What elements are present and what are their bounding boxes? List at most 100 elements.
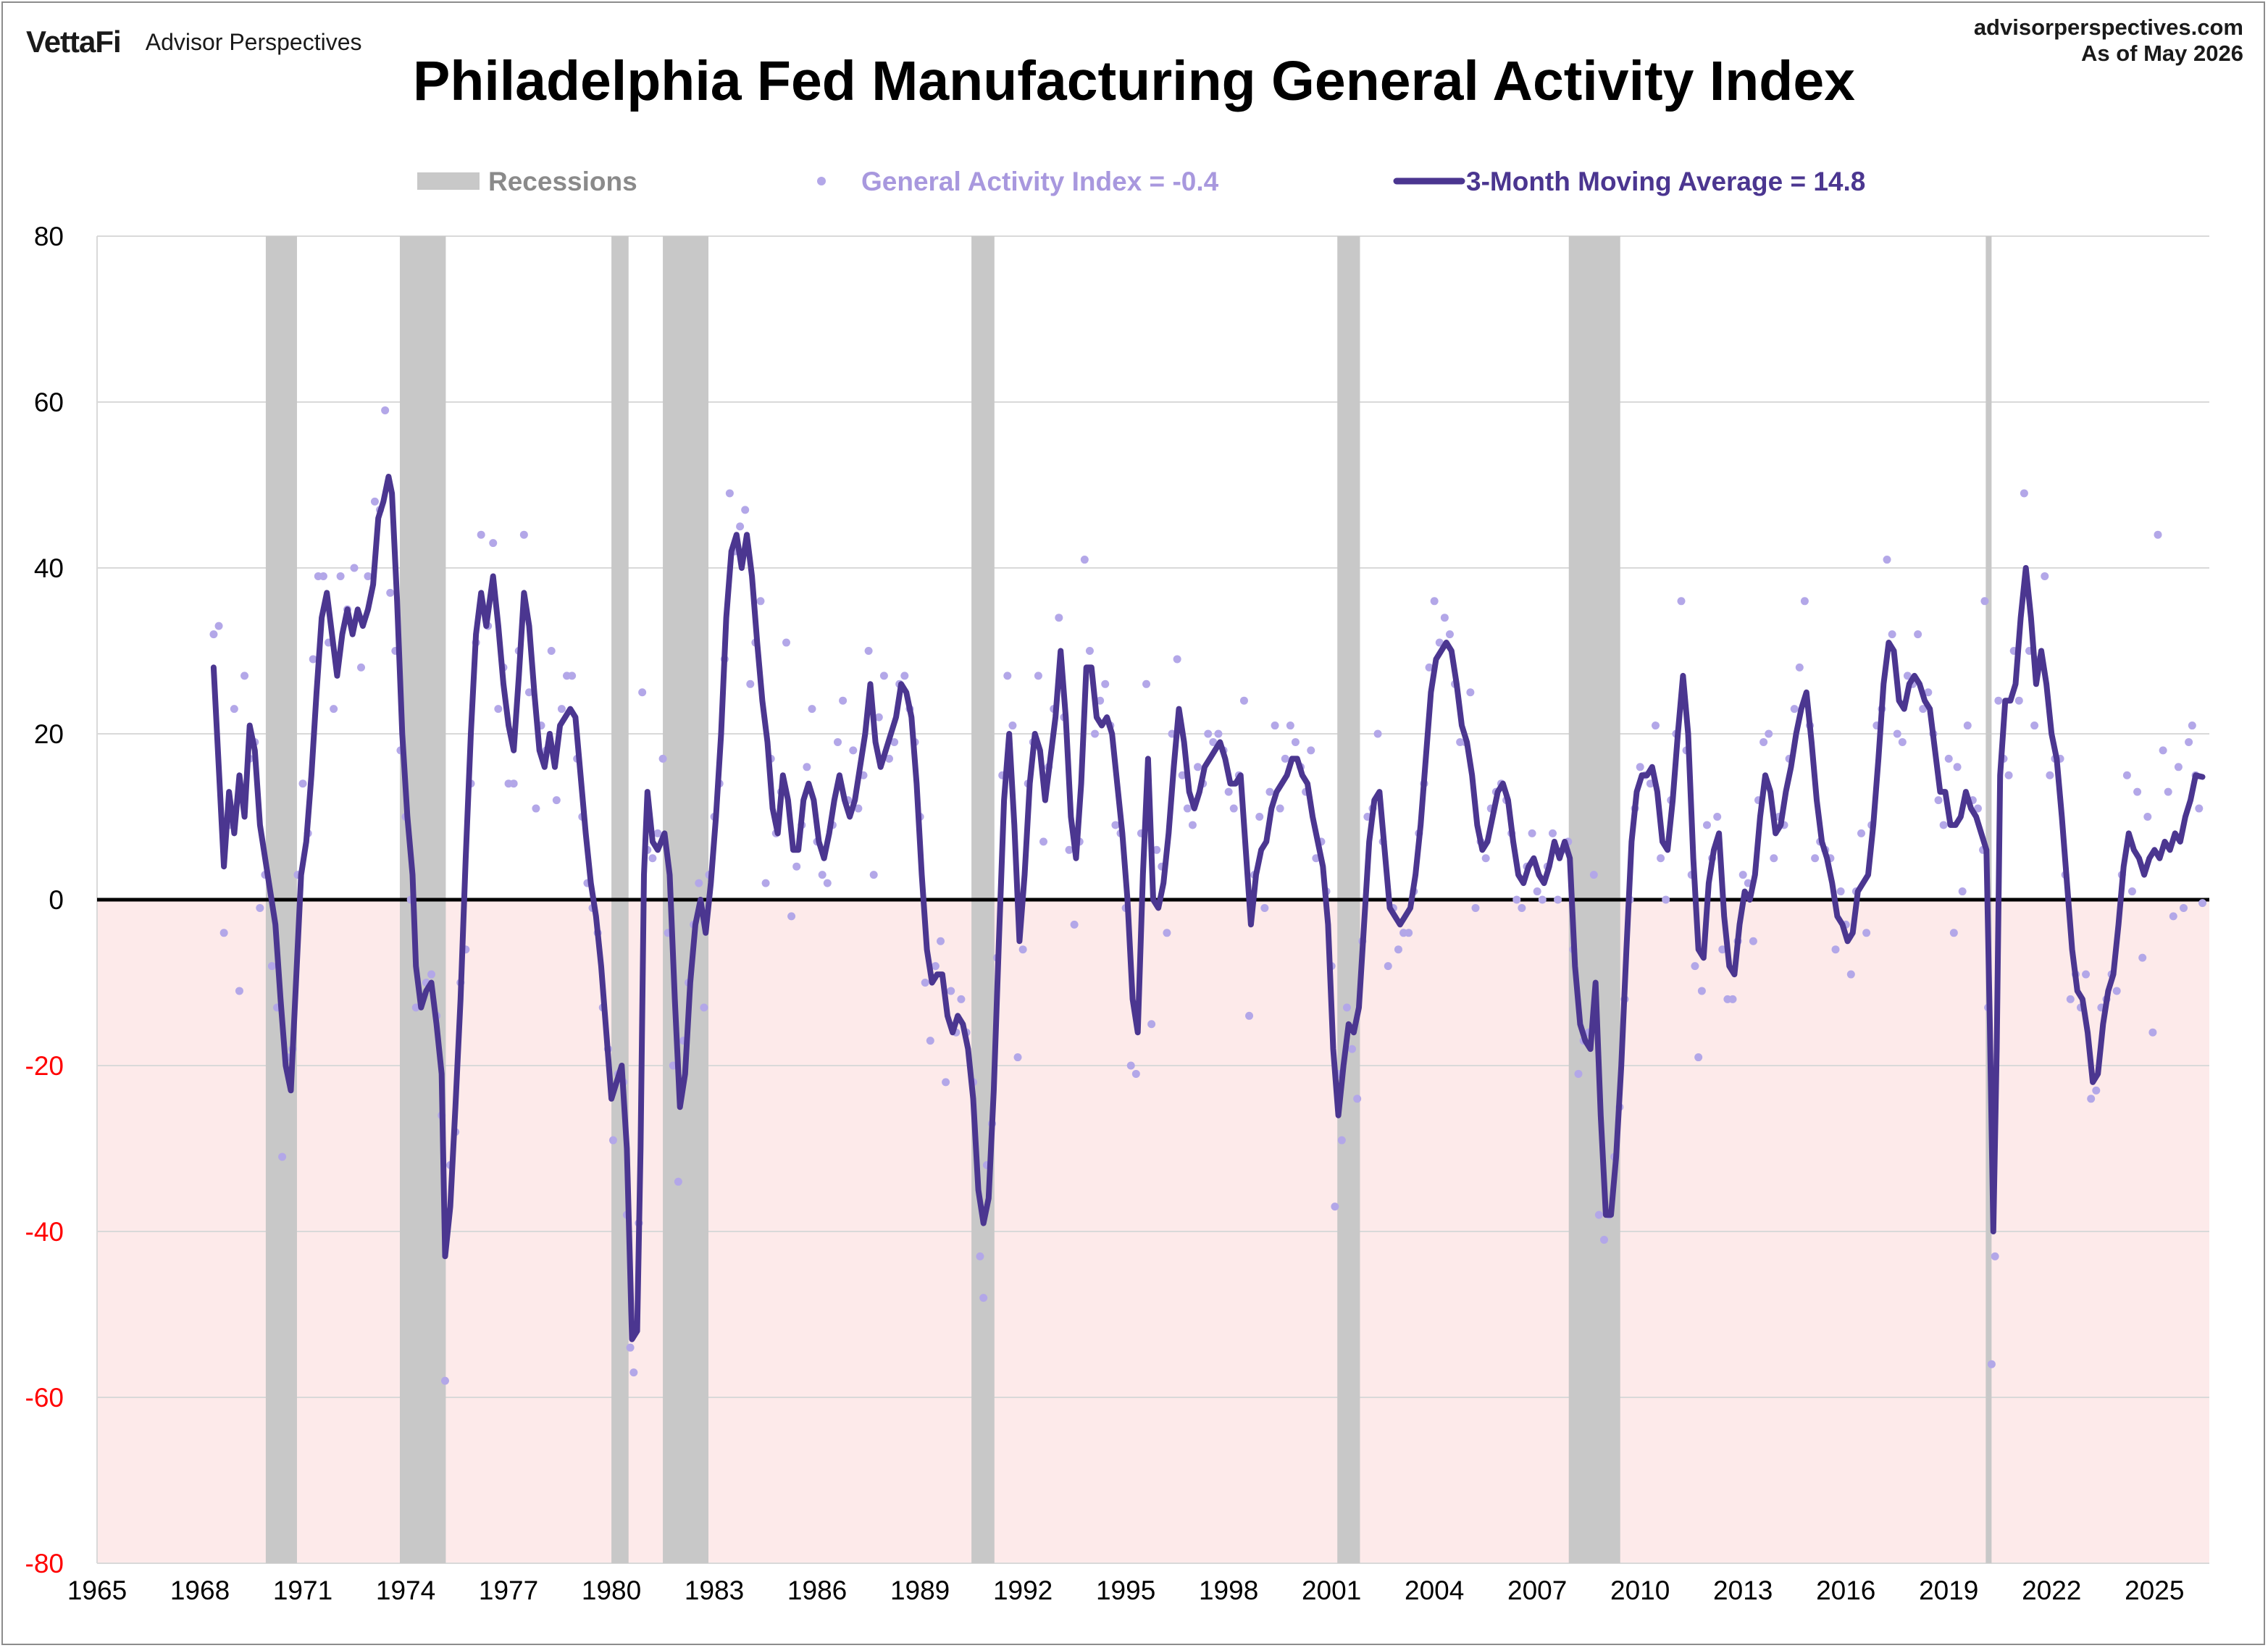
index-point <box>1163 929 1171 937</box>
x-tick-label: 2013 <box>1713 1576 1773 1605</box>
index-point <box>674 1177 682 1186</box>
index-point <box>1795 663 1804 672</box>
index-point <box>350 564 359 572</box>
index-point <box>947 987 955 995</box>
index-point <box>942 1078 950 1087</box>
index-point <box>568 672 577 680</box>
index-point <box>489 539 498 548</box>
index-point <box>298 779 307 788</box>
index-point <box>1738 871 1747 879</box>
index-point <box>2179 903 2188 912</box>
index-point <box>1991 1252 1999 1260</box>
index-point <box>818 871 827 879</box>
index-point <box>1111 821 1120 829</box>
index-point <box>1245 1011 1254 1020</box>
x-tick-label: 1980 <box>582 1576 641 1605</box>
index-point <box>370 497 379 506</box>
index-point <box>2185 737 2193 746</box>
x-tick-label: 1971 <box>273 1576 332 1605</box>
index-point <box>2041 572 2049 580</box>
index-point <box>1944 754 1953 763</box>
y-tick-label: -80 <box>25 1549 64 1578</box>
index-point <box>1898 737 1907 746</box>
index-point <box>782 638 790 647</box>
index-point <box>2169 912 2177 921</box>
index-point <box>519 530 528 539</box>
index-point <box>1481 854 1490 863</box>
index-point <box>1018 945 1027 954</box>
index-point <box>1831 945 1840 954</box>
index-point <box>2138 953 2147 962</box>
index-point <box>1574 1069 1583 1078</box>
index-point <box>1749 937 1757 945</box>
index-point <box>849 746 858 755</box>
index-point <box>900 672 909 680</box>
index-point <box>746 679 755 688</box>
index-point <box>854 804 863 813</box>
index-point <box>1800 597 1809 606</box>
legend-recession-swatch <box>417 172 480 190</box>
index-point <box>1512 895 1521 904</box>
index-point <box>1034 672 1042 680</box>
index-point <box>1126 1061 1135 1070</box>
index-point <box>330 705 338 714</box>
index-point <box>1765 729 1773 738</box>
legend-index-swatch <box>817 177 826 185</box>
index-point <box>864 647 873 655</box>
index-point <box>1353 1095 1362 1103</box>
index-point <box>808 705 816 714</box>
index-point <box>1394 945 1402 954</box>
index-point <box>1939 821 1948 829</box>
index-point <box>874 713 883 721</box>
index-point <box>2020 489 2028 498</box>
index-point <box>509 779 518 788</box>
y-tick-label: 20 <box>34 719 64 749</box>
index-point <box>792 862 801 871</box>
index-point <box>2174 763 2183 771</box>
index-point <box>1973 804 1982 813</box>
index-point <box>1147 1020 1156 1029</box>
index-point <box>1331 1202 1339 1211</box>
index-point <box>1677 597 1686 606</box>
index-point <box>1291 737 1300 746</box>
index-point <box>1958 887 1967 896</box>
index-point <box>547 647 556 655</box>
index-point <box>1348 1045 1357 1053</box>
index-point <box>761 879 770 887</box>
index-point <box>736 522 745 531</box>
index-point <box>1980 597 1989 606</box>
index-point <box>1188 821 1197 829</box>
y-tick-label: 60 <box>34 388 64 417</box>
index-point <box>931 962 940 971</box>
index-point <box>803 763 811 771</box>
index-point <box>1271 721 1279 730</box>
index-point <box>2030 721 2039 730</box>
index-point <box>890 737 899 746</box>
x-tick-label: 2010 <box>1610 1576 1670 1605</box>
index-point <box>1430 597 1439 606</box>
index-point <box>1538 895 1547 904</box>
y-tick-label: -40 <box>25 1217 64 1247</box>
index-point <box>1445 630 1454 639</box>
index-point <box>879 672 888 680</box>
y-axis-ticks: 80 60 40 20 0 -20 -40 -60 -80 <box>25 222 64 1578</box>
index-point <box>1440 614 1449 622</box>
vettafi-logo: VettaFi <box>26 25 122 59</box>
index-point <box>1533 887 1541 896</box>
index-point <box>309 655 317 664</box>
x-tick-label: 2022 <box>2022 1576 2081 1605</box>
index-point <box>833 737 842 746</box>
index-point <box>1194 763 1202 771</box>
index-point <box>1893 729 1901 738</box>
index-point <box>1770 854 1778 863</box>
index-point <box>1846 970 1855 979</box>
index-point <box>427 970 436 979</box>
index-point <box>1070 920 1079 929</box>
index-point <box>1342 1003 1351 1012</box>
index-point <box>1691 962 1699 971</box>
index-point <box>1949 929 1958 937</box>
index-point <box>2122 771 2131 779</box>
x-tick-label: 1989 <box>890 1576 950 1605</box>
index-point <box>1065 845 1074 854</box>
